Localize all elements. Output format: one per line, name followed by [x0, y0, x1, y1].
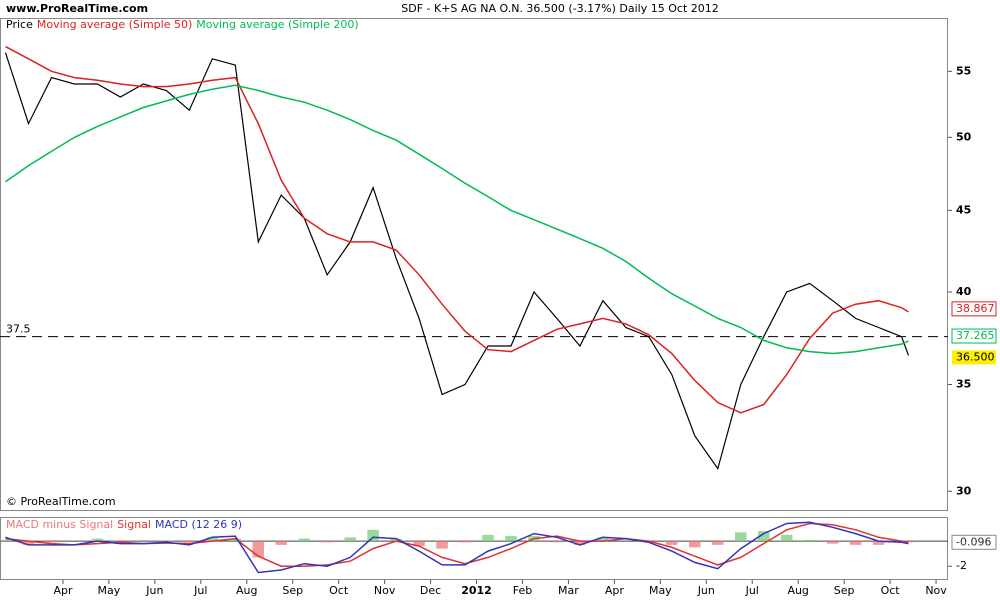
histogram-bar [206, 537, 219, 542]
histogram-bar [712, 541, 724, 545]
y-tick-label: 45 [956, 203, 971, 216]
histogram-bar [666, 541, 678, 545]
y-tick-label: 35 [956, 377, 971, 390]
series-line [5, 521, 909, 574]
macd-panel [0, 517, 948, 580]
y-tick-label: -2 [956, 559, 967, 572]
value-tag-label: 37.265 [956, 329, 995, 342]
histogram-bar [390, 538, 402, 542]
x-tick-label: Aug [787, 584, 808, 597]
legend-entry: MACD minus Signal [6, 518, 113, 531]
histogram-bar [229, 538, 242, 542]
histogram-bar [551, 541, 563, 543]
legend-entry: Moving average (Simple 200) [196, 18, 358, 31]
histogram-bar [872, 541, 885, 545]
series-line [5, 45, 909, 414]
series-line [4, 52, 910, 470]
x-tick-label: Sep [282, 584, 303, 597]
x-tick-label: 2012 [461, 584, 492, 597]
histogram-bar [505, 536, 517, 542]
histogram-bar [367, 529, 379, 542]
histogram-bar [826, 541, 839, 544]
histogram-bar [298, 538, 310, 542]
histogram-bar [482, 534, 494, 542]
histogram-bar [160, 540, 173, 542]
histogram-bar [574, 541, 586, 545]
histogram-bar [252, 541, 264, 558]
histogram-bar [757, 531, 770, 542]
value-tag [951, 534, 997, 550]
series-line [5, 84, 909, 355]
x-tick-label: Nov [925, 584, 947, 597]
histogram-bar [436, 541, 448, 549]
x-tick-label: May [98, 584, 121, 597]
x-tick-label: Jun [145, 584, 163, 597]
histogram-bar [0, 539, 12, 542]
x-tick-label: Aug [236, 584, 257, 597]
x-tick-label: Mar [558, 584, 579, 597]
y-tick-label: 30 [956, 484, 972, 497]
reference-label: 37.5 [6, 323, 31, 336]
value-tag-label: 38.867 [956, 302, 995, 315]
histogram-bar [321, 541, 333, 543]
value-tag [952, 350, 996, 365]
value-tag [951, 301, 997, 317]
legend-entry: Price [6, 18, 33, 31]
x-tick-label: Feb [513, 584, 532, 597]
histogram-bar [780, 534, 793, 542]
x-tick-label: Nov [374, 584, 396, 597]
value-tag [951, 328, 997, 344]
histogram-bar [91, 538, 104, 542]
histogram-bar [735, 532, 747, 542]
x-tick-label: Oct [329, 584, 349, 597]
histogram-bar [45, 541, 58, 543]
x-tick-label: Dec [420, 584, 441, 597]
legend-entry: Signal [117, 518, 151, 531]
site-label: www.ProRealTime.com [6, 2, 148, 15]
chart-title: SDF - K+S AG NA O.N. 36.500 (-3.17%) Dai… [401, 2, 719, 15]
y-tick-label: 55 [956, 64, 971, 77]
histogram-bar [803, 539, 816, 542]
histogram-bar [344, 537, 356, 542]
legend-entry: Moving average (Simple 50) [37, 18, 192, 31]
histogram-bar [275, 541, 287, 545]
x-tick-label: Sep [834, 584, 855, 597]
x-tick-label: Apr [605, 584, 625, 597]
histogram-bar [849, 541, 862, 545]
x-tick-label: Apr [53, 584, 73, 597]
x-tick-label: Oct [881, 584, 901, 597]
histogram-bar [22, 541, 35, 545]
histogram-bar [413, 541, 425, 547]
watermark: © ProRealTime.com [6, 495, 116, 508]
price-panel [0, 18, 948, 511]
x-tick-label: Jul [745, 584, 759, 597]
histogram-bar [597, 537, 609, 542]
histogram-bar [459, 541, 471, 543]
x-tick-label: May [649, 584, 672, 597]
x-tick-label: Jun [697, 584, 715, 597]
y-tick-label: 40 [956, 285, 972, 298]
y-tick-label: 50 [956, 130, 972, 143]
histogram-bar [689, 541, 701, 548]
legend-entry: MACD (12 26 9) [155, 518, 242, 531]
x-tick-label: Jul [193, 584, 207, 597]
value-tag-label: 36.500 [956, 350, 995, 363]
value-tag-label: -0.096 [956, 535, 991, 548]
histogram-bar [183, 541, 196, 543]
